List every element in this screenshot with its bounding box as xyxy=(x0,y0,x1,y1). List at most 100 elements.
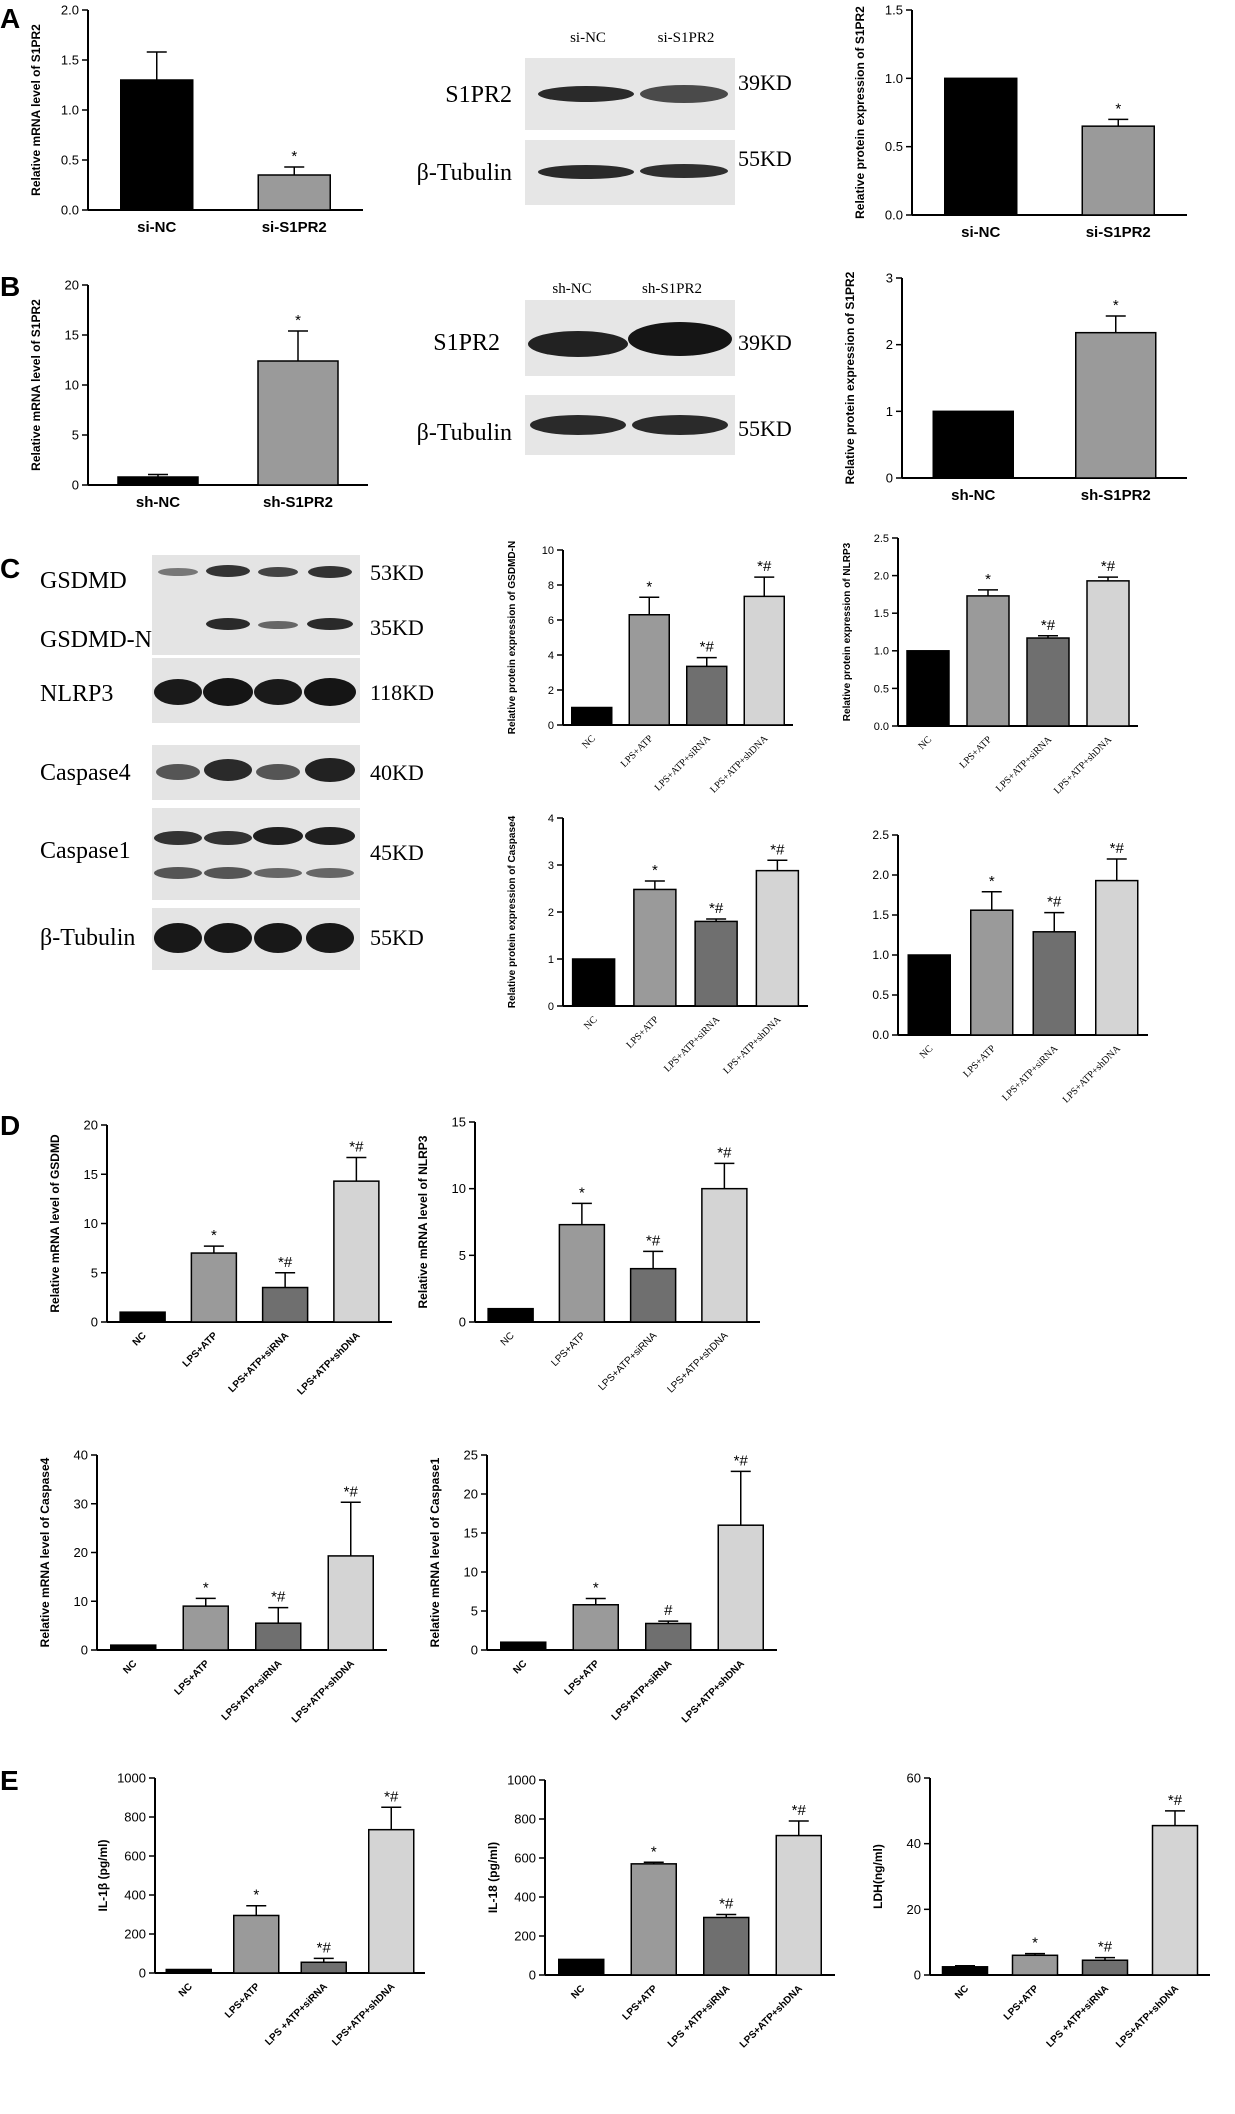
blot-c-label-caspase4: Caspase4 xyxy=(40,760,131,786)
bar xyxy=(628,614,670,726)
significance-mark: *# xyxy=(719,1896,734,1913)
bar xyxy=(558,1223,606,1323)
y-tick-label: 0.5 xyxy=(61,153,79,168)
blot-c-band xyxy=(204,923,252,953)
y-tick-label: 1.0 xyxy=(61,103,79,118)
significance-mark: *# xyxy=(757,558,772,575)
y-tick-label: 0.5 xyxy=(874,683,889,695)
blot-c-band xyxy=(154,923,202,953)
y-tick-label: 1000 xyxy=(117,1771,146,1786)
bar xyxy=(257,360,339,486)
blot-c-band xyxy=(158,568,198,576)
y-tick-label: 1000 xyxy=(507,1773,536,1788)
y-tick-label: 1.5 xyxy=(872,908,889,922)
chart-d-mrna-caspase4: 0 10 20 30 40 Relative mRNA level of Caspase4… xyxy=(38,1448,387,1725)
blot-c-band xyxy=(307,618,353,630)
bar xyxy=(165,1968,212,1974)
bar xyxy=(645,1622,692,1651)
y-axis-label: Relative protein expression of NLRP3 xyxy=(842,542,853,721)
y-tick-label: 200 xyxy=(124,1927,146,1942)
blot-b-kd-s1pr2: 39KD xyxy=(738,330,792,355)
y-tick-label: 0 xyxy=(548,720,554,732)
y-axis-label: LDH(ng/ml) xyxy=(871,1844,885,1909)
y-tick-label: 5 xyxy=(72,428,79,443)
bar xyxy=(333,1180,380,1323)
bar xyxy=(1032,931,1076,1036)
y-tick-label: 40 xyxy=(74,1448,88,1463)
y-tick-label: 0.0 xyxy=(885,208,903,223)
chart-c-protein-caspase1: 0.0 0.5 1.0 1.5 2.0 2.5 NC * LPS+ATP *# LPS+ATP+si… xyxy=(872,828,1148,1105)
x-tick-label: LPS+ATP+shDNA xyxy=(738,1983,805,2050)
x-tick-label: LPS+ATP xyxy=(563,1658,603,1698)
x-tick-label: sh-NC xyxy=(136,494,180,511)
significance-mark: * xyxy=(203,1579,209,1596)
blot-a-band xyxy=(538,165,634,179)
y-tick-label: 20 xyxy=(65,278,79,293)
significance-mark: *# xyxy=(1047,894,1062,911)
y-tick-label: 60 xyxy=(907,1771,921,1786)
y-tick-label: 1 xyxy=(548,954,554,966)
blot-a-kd-s1pr2: 39KD xyxy=(738,70,792,95)
bar xyxy=(1026,637,1070,727)
y-tick-label: 1.5 xyxy=(61,53,79,68)
blot-c-label-gsdmd: GSDMD xyxy=(40,568,127,594)
y-tick-label: 800 xyxy=(514,1812,536,1827)
x-tick-label: LPS+ATP xyxy=(961,1043,998,1080)
bar xyxy=(694,920,738,1007)
bar xyxy=(701,1187,748,1323)
blot-b-band xyxy=(528,331,628,357)
x-tick-label: LPS+ATP+shDNA xyxy=(1114,1983,1181,2050)
y-tick-label: 0.0 xyxy=(61,203,79,218)
panel-letter-c: C xyxy=(0,553,20,584)
x-tick-label: NC xyxy=(918,1043,936,1061)
y-tick-label: 10 xyxy=(84,1216,98,1231)
significance-mark: * xyxy=(1032,1935,1038,1952)
y-tick-label: 600 xyxy=(124,1849,146,1864)
significance-mark: *# xyxy=(278,1254,293,1271)
chart-b-mrna-s1pr2: 0 5 10 15 20 Relative mRNA level of S1PR2 sh-N… xyxy=(29,278,368,511)
x-tick-label: NC xyxy=(499,1330,517,1348)
y-tick-label: 25 xyxy=(464,1448,478,1463)
y-tick-label: 1.5 xyxy=(885,3,903,18)
significance-mark: *# xyxy=(384,1788,399,1805)
western-blot-b: sh-NC sh-S1PR2 S1PR2 β-Tubulin 39KD 55KD xyxy=(417,281,792,455)
blot-c-label-tubulin: β-Tubulin xyxy=(40,925,135,951)
x-tick-label: sh-S1PR2 xyxy=(263,494,333,511)
y-tick-label: 6 xyxy=(548,615,554,627)
bar xyxy=(558,1958,605,1976)
blot-b-band xyxy=(628,322,732,356)
x-tick-label: LPS+ATP+shDNA xyxy=(721,1014,784,1077)
x-tick-label: LPS+ATP+shDNA xyxy=(330,1981,397,2048)
bar xyxy=(970,909,1014,1036)
bar xyxy=(368,1828,415,1974)
x-tick-label: sh-NC xyxy=(951,487,995,504)
y-tick-label: 2.5 xyxy=(874,533,889,545)
x-tick-label: LPS+ATP+shDNA xyxy=(296,1330,363,1397)
blot-c-band xyxy=(203,678,253,706)
y-tick-label: 10 xyxy=(65,378,79,393)
blot-a-band xyxy=(538,86,634,102)
significance-mark: * xyxy=(593,1580,599,1597)
significance-mark: *# xyxy=(271,1589,286,1606)
blot-c-band xyxy=(154,831,202,845)
blot-c-band xyxy=(256,764,300,780)
bar xyxy=(944,77,1018,216)
significance-mark: * xyxy=(211,1227,217,1244)
y-tick-label: 10 xyxy=(74,1594,88,1609)
x-tick-label: LPS+ATP+siRNA xyxy=(662,1014,723,1075)
bar xyxy=(182,1605,229,1651)
blot-c-kd-nlrp3: 118KD xyxy=(370,680,434,705)
y-tick-label: 0 xyxy=(529,1968,536,1983)
blot-c-band xyxy=(254,923,302,953)
significance-mark: * xyxy=(989,873,995,890)
significance-mark: *# xyxy=(717,1144,732,1161)
bar xyxy=(1086,580,1130,727)
y-tick-label: 2.0 xyxy=(872,868,889,882)
bar xyxy=(1081,1959,1129,1976)
chart-d-mrna-gsdmd: 0 5 10 15 20 Relative mRNA level of GSDMD NC * L… xyxy=(48,1118,392,1397)
chart-e-ldh: 0 20 40 60 LDH(ng/ml) NC * LPS+ATP *# LPS +ATP+si… xyxy=(871,1771,1210,2050)
x-tick-label: LPS+ATP+siRNA xyxy=(597,1330,660,1393)
y-axis-label: IL-18 (pg/ml) xyxy=(486,1842,500,1913)
y-tick-label: 600 xyxy=(514,1851,536,1866)
